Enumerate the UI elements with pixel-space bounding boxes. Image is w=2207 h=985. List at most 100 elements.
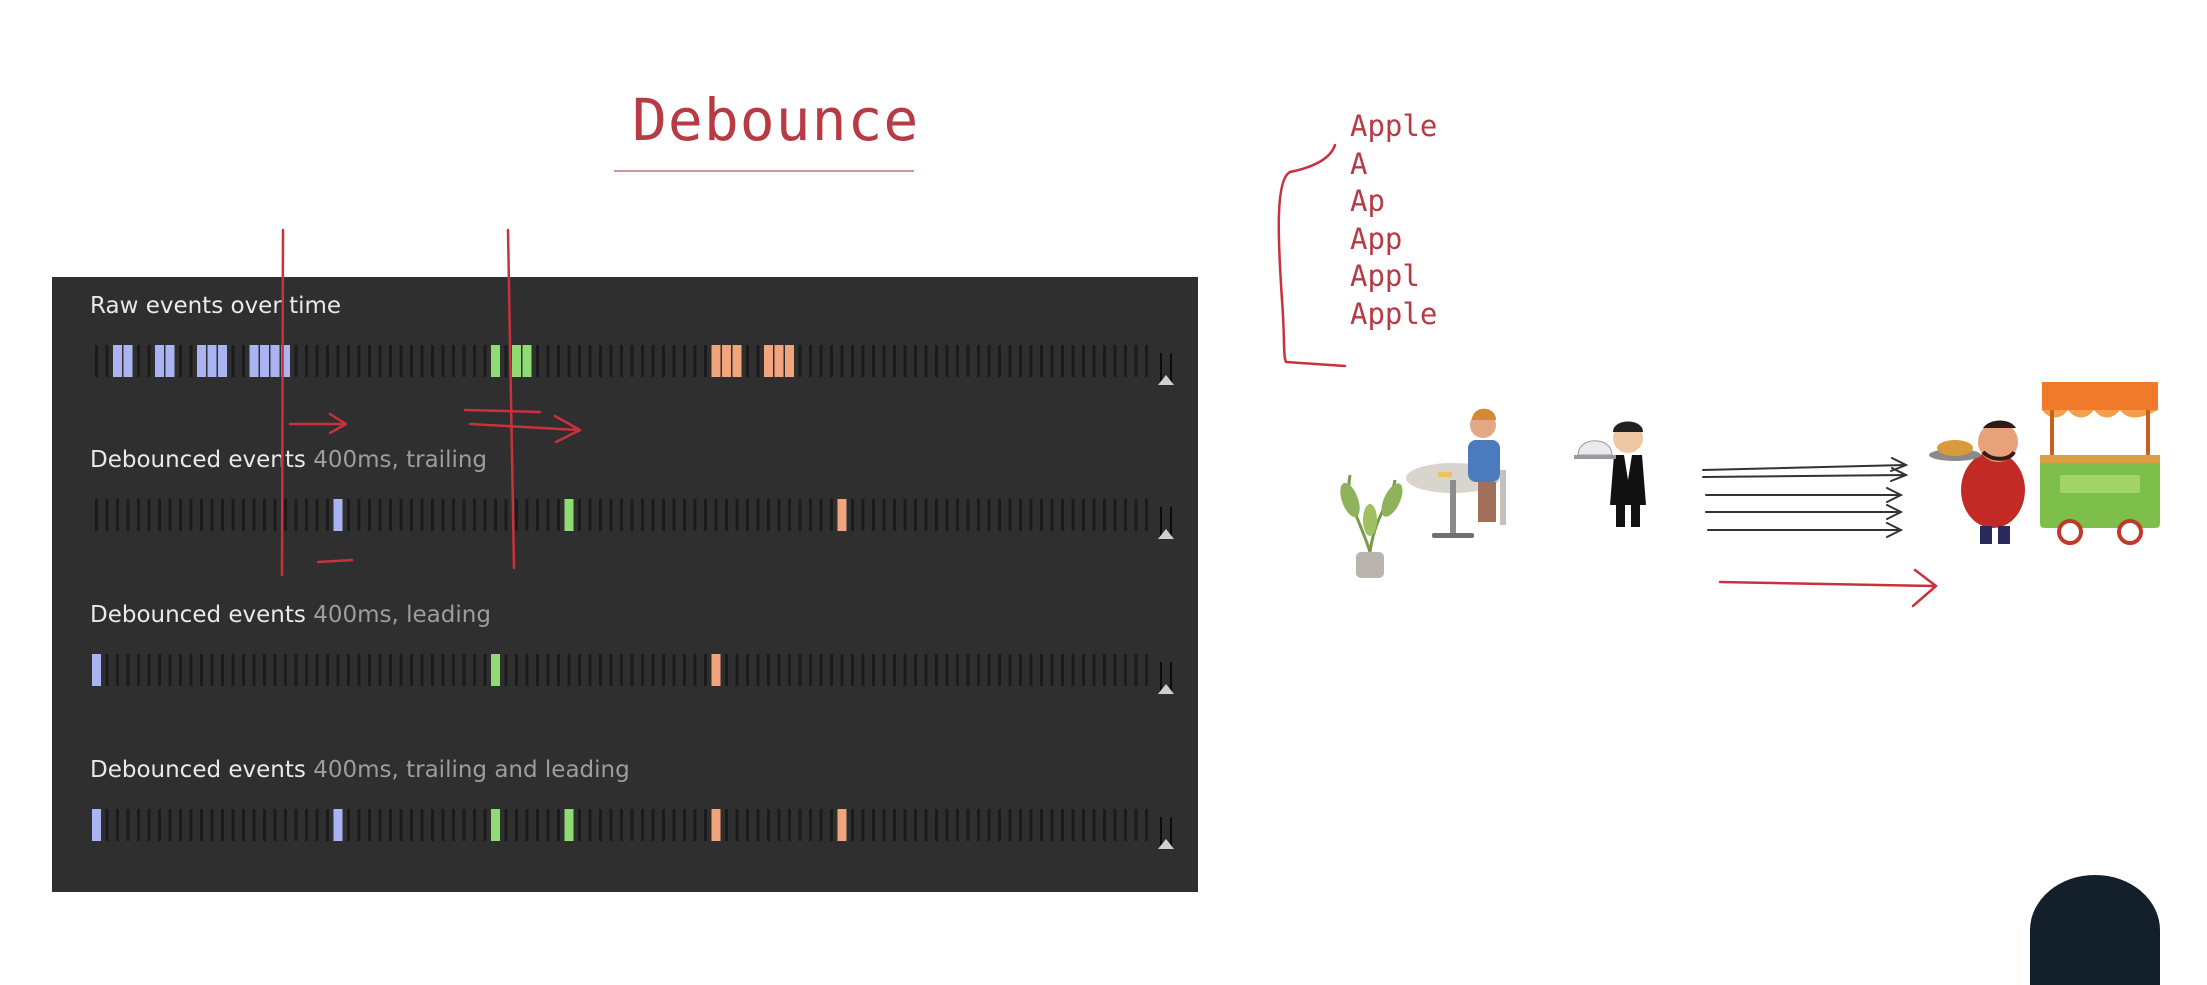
timeline-tick bbox=[95, 499, 98, 531]
timeline-tick bbox=[1040, 499, 1043, 531]
timeline-tick bbox=[1124, 654, 1127, 686]
timeline-tick bbox=[126, 499, 130, 531]
event-block bbox=[207, 345, 217, 377]
timeline-tick bbox=[641, 499, 644, 531]
timeline-tick bbox=[410, 499, 413, 531]
timeline-tick bbox=[998, 809, 1001, 841]
timeline-tick bbox=[357, 345, 361, 377]
timeline-tick bbox=[462, 809, 466, 841]
timeline-tick bbox=[935, 499, 938, 531]
timeline-tick bbox=[599, 654, 602, 686]
timeline-tick bbox=[116, 499, 119, 531]
timeline-tick bbox=[399, 809, 403, 841]
timeline-tick bbox=[1113, 499, 1117, 531]
timeline-tick bbox=[336, 654, 340, 686]
timeline-tick bbox=[588, 654, 592, 686]
timeline-tick bbox=[179, 809, 182, 841]
timeline-tick bbox=[641, 345, 644, 377]
timeline-tick bbox=[473, 345, 476, 377]
timeline-tick bbox=[620, 345, 623, 377]
timeline-tick bbox=[441, 499, 445, 531]
event-block bbox=[165, 345, 175, 377]
timeline-tick bbox=[1029, 345, 1033, 377]
timeline-end-marker bbox=[1160, 507, 1162, 537]
event-block bbox=[564, 809, 574, 841]
timeline-tick bbox=[420, 499, 424, 531]
timeline-tick bbox=[830, 654, 833, 686]
timeline-tick bbox=[767, 809, 770, 841]
event-block bbox=[512, 345, 521, 377]
timeline-tick bbox=[693, 499, 697, 531]
timeline-tick bbox=[158, 499, 161, 531]
timeline-tick bbox=[798, 345, 802, 377]
event-block bbox=[92, 809, 101, 841]
timeline-tick bbox=[137, 499, 140, 531]
timeline-tick bbox=[315, 654, 319, 686]
timeline-tick bbox=[326, 654, 329, 686]
timeline-tick bbox=[399, 345, 403, 377]
timeline-tick bbox=[746, 809, 749, 841]
timeline-tick bbox=[326, 499, 329, 531]
timeline-tick bbox=[410, 654, 413, 686]
timeline-tick bbox=[1113, 345, 1117, 377]
timeline-tick bbox=[368, 499, 371, 531]
timeline-tick bbox=[158, 809, 161, 841]
timeline-tick bbox=[788, 654, 791, 686]
event-block bbox=[113, 345, 122, 377]
debounce-visualizer-panel: Raw events over time Debounced events 40… bbox=[52, 277, 1198, 892]
timeline-tick bbox=[1103, 345, 1106, 377]
timeline-tick bbox=[830, 499, 833, 531]
timeline-tick bbox=[819, 499, 823, 531]
timeline-tick bbox=[609, 654, 613, 686]
event-block bbox=[764, 345, 773, 377]
timeline-tick bbox=[441, 654, 445, 686]
timeline-tick bbox=[819, 345, 823, 377]
timeline-tick bbox=[231, 499, 235, 531]
timeline-tick bbox=[1050, 345, 1054, 377]
word: App bbox=[1350, 221, 1403, 256]
event-block bbox=[491, 809, 500, 841]
track-leading bbox=[92, 654, 1174, 694]
timeline-tick bbox=[294, 654, 298, 686]
timeline-tick bbox=[777, 499, 781, 531]
timeline-tick bbox=[378, 345, 382, 377]
timeline-tick bbox=[452, 654, 455, 686]
timeline-tick bbox=[105, 499, 109, 531]
timeline-tick bbox=[966, 499, 970, 531]
timeline-tick bbox=[1050, 654, 1054, 686]
timeline-tick bbox=[410, 345, 413, 377]
timeline-tick bbox=[956, 499, 959, 531]
timeline-tick bbox=[578, 499, 581, 531]
timeline-tick bbox=[1103, 499, 1106, 531]
timeline-tick bbox=[630, 345, 634, 377]
timeline-tick bbox=[1050, 809, 1054, 841]
timeline-tick bbox=[200, 499, 203, 531]
timeline-tick bbox=[399, 654, 403, 686]
timeline-tick bbox=[504, 809, 508, 841]
timeline-tick bbox=[924, 809, 928, 841]
timeline-tick bbox=[347, 499, 350, 531]
timeline-tick bbox=[651, 809, 655, 841]
timeline-tick bbox=[893, 345, 896, 377]
timeline-tick bbox=[651, 654, 655, 686]
timeline-tick bbox=[756, 499, 760, 531]
timeline-tick bbox=[389, 345, 392, 377]
timeline-tick bbox=[945, 345, 949, 377]
timeline-tick bbox=[798, 654, 802, 686]
timeline-tick bbox=[1082, 654, 1085, 686]
timeline-tick bbox=[830, 345, 833, 377]
timeline-tick bbox=[914, 345, 917, 377]
timeline-tick bbox=[809, 499, 812, 531]
timeline-tick bbox=[546, 345, 550, 377]
timeline-tick bbox=[851, 345, 854, 377]
timeline-tick bbox=[830, 809, 833, 841]
timeline-tick bbox=[966, 809, 970, 841]
timeline-tick bbox=[326, 809, 329, 841]
timeline-tick bbox=[273, 654, 277, 686]
timeline-tick bbox=[662, 654, 665, 686]
timeline-tick bbox=[546, 654, 550, 686]
timeline-tick bbox=[284, 809, 287, 841]
event-block bbox=[281, 345, 290, 377]
timeline-tick bbox=[987, 654, 991, 686]
timeline-tick bbox=[462, 499, 466, 531]
